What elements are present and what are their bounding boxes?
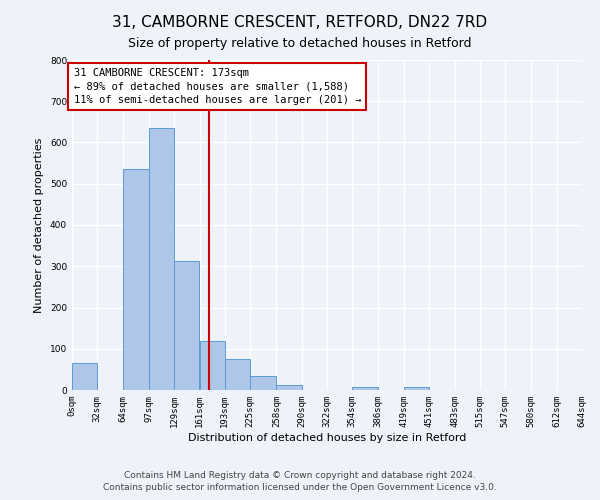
Bar	[404, 386, 429, 390]
Bar	[122, 170, 149, 390]
Bar	[352, 386, 377, 390]
Y-axis label: Number of detached properties: Number of detached properties	[34, 138, 44, 312]
Bar	[149, 128, 174, 390]
Bar	[250, 376, 277, 390]
Text: 31 CAMBORNE CRESCENT: 173sqm
← 89% of detached houses are smaller (1,588)
11% of: 31 CAMBORNE CRESCENT: 173sqm ← 89% of de…	[74, 68, 361, 104]
Text: 31, CAMBORNE CRESCENT, RETFORD, DN22 7RD: 31, CAMBORNE CRESCENT, RETFORD, DN22 7RD	[112, 15, 488, 30]
Bar	[72, 363, 97, 390]
Bar	[225, 359, 250, 390]
Bar	[174, 261, 199, 390]
X-axis label: Distribution of detached houses by size in Retford: Distribution of detached houses by size …	[188, 432, 466, 442]
Text: Contains HM Land Registry data © Crown copyright and database right 2024.
Contai: Contains HM Land Registry data © Crown c…	[103, 471, 497, 492]
Text: Size of property relative to detached houses in Retford: Size of property relative to detached ho…	[128, 38, 472, 51]
Bar	[199, 340, 225, 390]
Bar	[277, 385, 302, 390]
